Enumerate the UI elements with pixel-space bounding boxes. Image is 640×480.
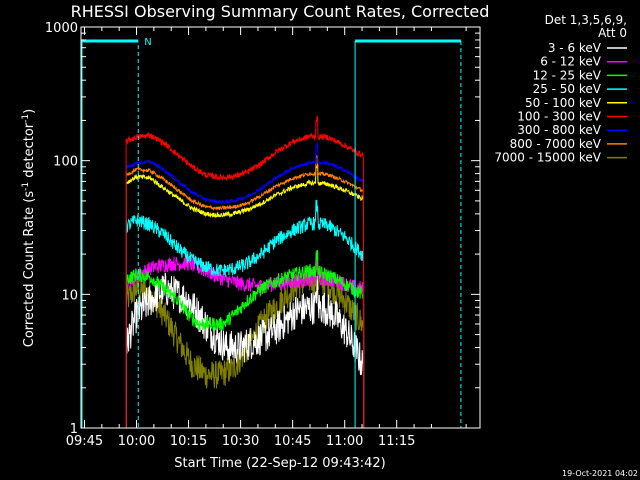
legend-label-4: 50 - 100 keV bbox=[525, 96, 602, 110]
y-tick-label-3: 1000 bbox=[45, 21, 78, 36]
y-axis-label-sup2: -1 bbox=[21, 114, 31, 123]
series-line-6 bbox=[125, 141, 365, 428]
series-line-7 bbox=[125, 154, 365, 428]
series-line-5 bbox=[125, 114, 365, 428]
series-line-0 bbox=[125, 272, 365, 428]
y-axis-label-end: ) bbox=[22, 109, 37, 114]
y-axis-label: Corrected Count Rate (s-1 detector-1) bbox=[21, 109, 37, 347]
x-tick-label-3: 10:30 bbox=[222, 434, 259, 449]
orbit-markers: N bbox=[81, 37, 462, 428]
legend-label-8: 7000 - 15000 keV bbox=[494, 151, 601, 165]
legend-label-1: 6 - 12 keV bbox=[540, 55, 602, 69]
series-line-4 bbox=[125, 164, 365, 428]
series-layer bbox=[125, 114, 365, 428]
legend-label-3: 25 - 50 keV bbox=[533, 82, 602, 96]
series-line-1 bbox=[125, 254, 365, 428]
y-tick-label-1: 10 bbox=[61, 288, 78, 303]
y-axis-label-main: Corrected Count Rate (s bbox=[22, 191, 37, 348]
legend-label-6: 300 - 800 keV bbox=[517, 123, 601, 137]
legend-label-2: 12 - 25 keV bbox=[533, 68, 602, 82]
series-line-8 bbox=[125, 250, 365, 428]
series-line-2 bbox=[125, 250, 365, 428]
y-tick-label-0: 1 bbox=[70, 422, 78, 437]
x-axis: 09:45 10:00 10:15 10:30 10:45 11:00 11:15 bbox=[66, 27, 467, 449]
x-tick-label-6: 11:15 bbox=[378, 434, 415, 449]
legend-header-1: Det 1,3,5,6,9, bbox=[545, 13, 627, 27]
x-tick-label-1: 10:00 bbox=[118, 434, 155, 449]
legend-label-0: 3 - 6 keV bbox=[548, 41, 602, 55]
legend-label-5: 100 - 300 keV bbox=[517, 110, 601, 124]
plot-frame bbox=[80, 26, 481, 429]
x-tick-label-2: 10:15 bbox=[170, 434, 207, 449]
footer-timestamp: 19-Oct-2021 04:02 bbox=[562, 469, 638, 478]
x-axis-label: Start Time (22-Sep-12 09:43:42) bbox=[174, 456, 385, 471]
y-tick-label-2: 100 bbox=[53, 155, 78, 170]
y-axis-label-mid: detector bbox=[22, 122, 37, 182]
x-tick-label-5: 11:00 bbox=[326, 434, 363, 449]
x-tick-label-4: 10:45 bbox=[274, 434, 311, 449]
series-line-3 bbox=[125, 199, 365, 428]
legend-label-7: 800 - 7000 keV bbox=[510, 137, 602, 151]
y-axis: 1 10 100 1000 bbox=[45, 21, 480, 437]
night-marker-label: N bbox=[144, 37, 151, 48]
y-axis-label-sup1: -1 bbox=[21, 182, 31, 191]
legend-header-2: Att 0 bbox=[598, 26, 627, 40]
chart-title: RHESSI Observing Summary Count Rates, Co… bbox=[71, 2, 490, 21]
x-tick-label-0: 09:45 bbox=[66, 434, 103, 449]
